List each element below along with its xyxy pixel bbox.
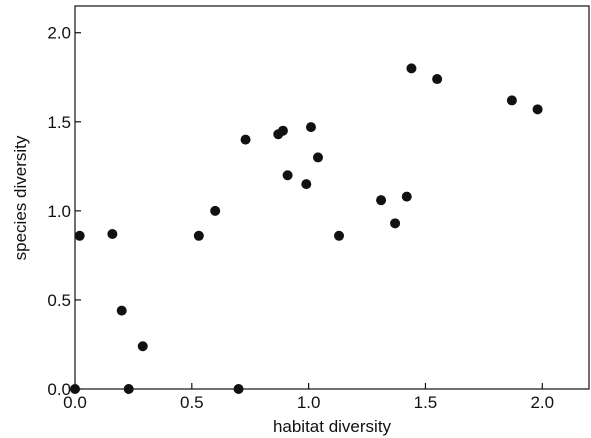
x-axis-tick-labels: 0.0 0.5 1.0 1.5 2.0 bbox=[63, 393, 554, 412]
x-axis-ticks bbox=[74, 383, 543, 389]
x-axis-title: habitat diversity bbox=[273, 417, 392, 436]
data-point bbox=[116, 305, 127, 316]
data-point bbox=[137, 341, 148, 352]
data-point bbox=[277, 125, 288, 136]
data-point bbox=[107, 229, 118, 240]
data-point bbox=[334, 230, 345, 241]
data-point bbox=[74, 230, 85, 241]
x-tick-label: 0.5 bbox=[180, 393, 204, 412]
data-point bbox=[532, 104, 543, 115]
data-point bbox=[123, 384, 134, 394]
data-point bbox=[406, 63, 417, 74]
data-point bbox=[193, 230, 204, 241]
x-tick-label: 1.0 bbox=[297, 393, 321, 412]
data-point bbox=[305, 122, 316, 133]
data-point bbox=[233, 384, 244, 394]
data-point bbox=[282, 170, 293, 181]
data-points bbox=[70, 63, 543, 394]
x-tick-label: 0.0 bbox=[63, 393, 87, 412]
y-tick-label: 2.0 bbox=[47, 24, 71, 43]
data-point bbox=[240, 134, 251, 145]
y-tick-label: 1.0 bbox=[47, 202, 71, 221]
x-tick-label: 1.5 bbox=[414, 393, 438, 412]
y-tick-label: 0.5 bbox=[47, 291, 71, 310]
plot-frame bbox=[74, 5, 590, 390]
data-point bbox=[376, 195, 387, 206]
data-point bbox=[210, 205, 221, 216]
x-tick-label: 2.0 bbox=[530, 393, 554, 412]
data-point bbox=[301, 179, 312, 190]
data-point bbox=[70, 384, 80, 394]
y-axis-ticks bbox=[75, 32, 81, 390]
data-point bbox=[312, 152, 323, 163]
data-point bbox=[401, 191, 412, 202]
data-point bbox=[390, 218, 401, 229]
y-tick-label: 0.0 bbox=[47, 380, 71, 399]
data-point bbox=[432, 74, 443, 85]
y-axis-title: species diversity bbox=[11, 135, 30, 260]
y-axis-tick-labels: 0.0 0.5 1.0 1.5 2.0 bbox=[47, 24, 71, 399]
data-point bbox=[506, 95, 517, 106]
y-tick-label: 1.5 bbox=[47, 113, 71, 132]
